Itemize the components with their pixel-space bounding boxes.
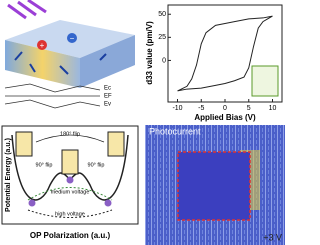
annotation: 90° flip [88, 162, 105, 168]
loop-line [177, 15, 273, 92]
x-tick-label: 0 [223, 105, 227, 112]
polarization-arrows [14, 51, 107, 75]
flip-arrow [35, 134, 105, 143]
y-axis-label: d33 value (pm/V) [145, 21, 154, 85]
electron [67, 33, 77, 43]
light-arrows [7, 0, 47, 20]
annotation: 180° flip [60, 131, 80, 137]
charge-label: + [40, 41, 45, 50]
domain-box [15, 131, 33, 157]
x-tick-label: 5 [247, 105, 251, 112]
figure: + − Ec EF Ev Applied Bias (V) d33 value … [1, 0, 285, 245]
state [28, 199, 36, 207]
high-path [27, 209, 113, 218]
annotation: medium voltage [51, 189, 90, 195]
level-label: Ec [104, 86, 111, 92]
inset [251, 65, 279, 97]
domain-box [61, 149, 79, 175]
band-diagram: + − Ec EF Ev [4, 0, 135, 109]
x-tick-label: -10 [172, 105, 182, 112]
level-label: EF [104, 94, 112, 100]
band-ev [4, 99, 101, 109]
map-title: Photocurrent [149, 126, 201, 136]
level-label: Ev [104, 102, 111, 108]
y-tick-label: 0 [162, 57, 166, 64]
x-axis-label: Applied Bias (V) [194, 113, 256, 122]
hole [37, 40, 47, 50]
electrode-outline [177, 151, 251, 221]
band-ec [4, 83, 101, 93]
annotation: high voltage [55, 211, 85, 217]
y-tick-label: 25 [158, 34, 166, 41]
hysteresis-chart: Applied Bias (V) d33 value (pm/V) -10 -5 0… [145, 4, 283, 122]
y-axis-label: Potential Energy (a.u.) [5, 138, 12, 212]
bias-label: +3 V [263, 232, 282, 242]
x-tick-label: -5 [198, 105, 204, 112]
slab-side [80, 35, 135, 88]
domain-box [107, 131, 125, 157]
charge-label: − [70, 34, 75, 43]
x-axis-label: OP Polarization (a.u.) [30, 231, 111, 240]
y-tick-label: 50 [158, 11, 166, 18]
state [104, 199, 112, 207]
annotation: 90° flip [36, 162, 53, 168]
energy-diagram: 180° flip 90° flip 90° flip medium volta… [1, 125, 139, 240]
state [66, 176, 74, 184]
slab-front [5, 40, 80, 88]
photocurrent-map: Photocurrent +3 V [145, 125, 285, 245]
x-tick-label: 10 [269, 105, 277, 112]
medium-path [27, 187, 113, 201]
